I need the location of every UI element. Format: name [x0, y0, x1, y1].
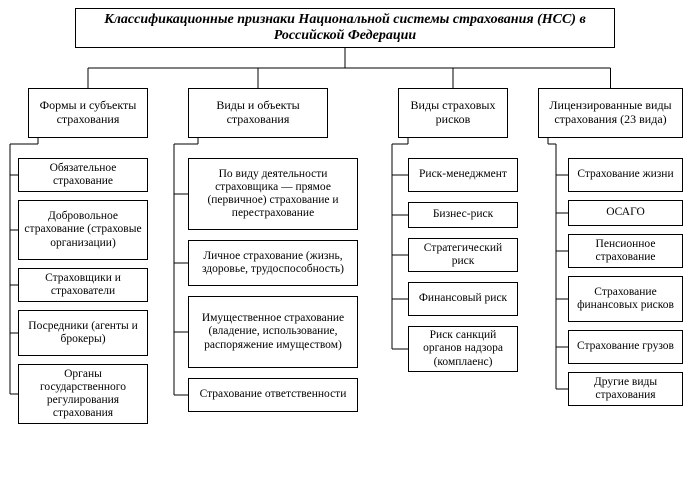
leaf-node: Страхование грузов [568, 330, 683, 364]
leaf-node: ОСАГО [568, 200, 683, 226]
leaf-node: Добровольное страхование (страховые орга… [18, 200, 148, 260]
category-node: Виды и объекты страхования [188, 88, 328, 138]
title-node: Классификационные признаки Национальной … [75, 8, 615, 48]
leaf-node: Посредники (агенты и брокеры) [18, 310, 148, 356]
leaf-node: Страхование ответственности [188, 378, 358, 412]
leaf-node: Финансовый риск [408, 282, 518, 316]
leaf-node: Страховщики и страхователи [18, 268, 148, 302]
leaf-node: Страхование финансовых рисков [568, 276, 683, 322]
leaf-node: Обязательное страхование [18, 158, 148, 192]
leaf-node: Пенсионное страхование [568, 234, 683, 268]
leaf-node: Личное страхование (жизнь, здоровье, тру… [188, 240, 358, 286]
leaf-node: Имущественное страхование (владение, исп… [188, 296, 358, 368]
leaf-node: Риск санкций органов надзора (комплаенс) [408, 326, 518, 372]
category-node: Лицензированные виды страхования (23 вид… [538, 88, 683, 138]
leaf-node: Страхование жизни [568, 158, 683, 192]
leaf-node: По виду деятельности страховщика — прямо… [188, 158, 358, 230]
category-node: Формы и субъекты страхования [28, 88, 148, 138]
leaf-node: Стратегический риск [408, 238, 518, 272]
leaf-node: Бизнес-риск [408, 202, 518, 228]
leaf-node: Риск-менеджмент [408, 158, 518, 192]
leaf-node: Органы государственного регулирования ст… [18, 364, 148, 424]
leaf-node: Другие виды страхования [568, 372, 683, 406]
category-node: Виды страховых рисков [398, 88, 508, 138]
